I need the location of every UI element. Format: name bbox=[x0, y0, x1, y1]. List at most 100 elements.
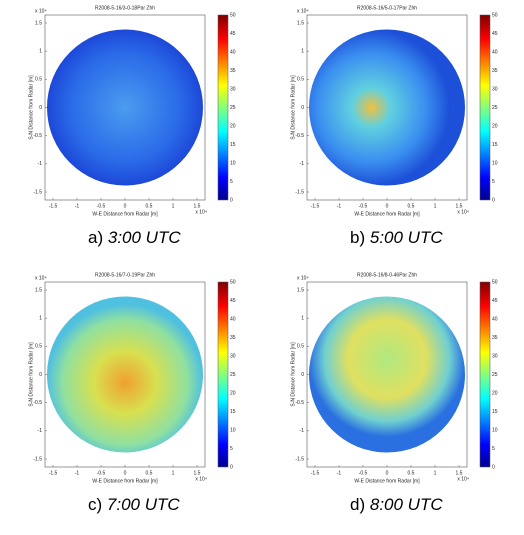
colorbar-tick-label: 10 bbox=[492, 160, 498, 166]
x-tick-label: -0.5 bbox=[97, 470, 106, 476]
x-axis-label: W-E Distance from Radar [m] bbox=[92, 211, 158, 217]
caption-letter: b) bbox=[350, 228, 365, 247]
radar-image bbox=[47, 29, 203, 186]
colorbar-tick-label: 15 bbox=[230, 409, 236, 415]
colorbar-tick-label: 35 bbox=[492, 335, 498, 341]
y-tick-label: 0.5 bbox=[35, 77, 42, 83]
caption-time: 8:00 UTC bbox=[370, 495, 443, 514]
panel-title: R2008-5-16/3-0-18Par Zhh bbox=[95, 5, 155, 11]
caption-letter: d) bbox=[350, 495, 365, 514]
y-tick-label: -1.5 bbox=[295, 456, 304, 462]
panel: R2008-5-16/8-0-46Par Zhh -1.5 -1 -0.5 0 0.5 1 1… bbox=[290, 272, 497, 514]
radar-image bbox=[309, 296, 465, 453]
radar-image bbox=[309, 29, 465, 186]
y-tick-label: -1 bbox=[300, 161, 305, 167]
y-tick-label: -1 bbox=[38, 428, 43, 434]
x-exponent: x 10⁴ bbox=[195, 209, 207, 215]
x-tick-label: 0 bbox=[386, 470, 389, 476]
y-tick-label: 1 bbox=[39, 48, 42, 54]
x-tick-label: 1.5 bbox=[194, 470, 201, 476]
panel-title: R2008-5-16/8-0-46Par Zhh bbox=[357, 272, 417, 278]
colorbar-tick-label: 40 bbox=[230, 49, 236, 55]
x-tick-label: -1 bbox=[337, 470, 342, 476]
colorbar bbox=[217, 14, 229, 201]
x-exponent: x 10⁴ bbox=[457, 209, 469, 215]
y-tick-label: -1 bbox=[38, 161, 43, 167]
x-tick-label: 0.5 bbox=[408, 203, 415, 209]
x-tick-label: -1.5 bbox=[49, 203, 58, 209]
x-tick-label: 1 bbox=[434, 203, 437, 209]
x-tick-label: 1.5 bbox=[456, 203, 463, 209]
colorbar-tick-label: 25 bbox=[230, 105, 236, 111]
colorbar-tick-label: 15 bbox=[492, 409, 498, 415]
colorbar-tick-label: 30 bbox=[230, 86, 236, 92]
y-axis-label: S-N Distance from Radar [m] bbox=[28, 342, 34, 407]
x-tick-label: 0 bbox=[124, 470, 127, 476]
colorbar bbox=[217, 281, 229, 468]
colorbar-tick-label: 5 bbox=[492, 446, 495, 452]
radar-image bbox=[47, 296, 203, 453]
x-tick-label: 1 bbox=[172, 470, 175, 476]
colorbar-tick-label: 40 bbox=[230, 316, 236, 322]
colorbar-tick-label: 15 bbox=[230, 142, 236, 148]
y-exponent: x 10⁴ bbox=[297, 275, 309, 281]
colorbar-tick-label: 35 bbox=[230, 68, 236, 74]
colorbar-tick-label: 5 bbox=[230, 446, 233, 452]
colorbar-tick-label: 0 bbox=[230, 464, 233, 470]
x-tick-label: -1.5 bbox=[49, 470, 58, 476]
colorbar-tick-label: 5 bbox=[492, 179, 495, 185]
colorbar-tick-label: 15 bbox=[492, 142, 498, 148]
colorbar-tick-label: 40 bbox=[492, 316, 498, 322]
y-tick-label: 0 bbox=[301, 105, 304, 111]
colorbar bbox=[479, 14, 491, 201]
colorbar-tick-label: 20 bbox=[492, 123, 498, 129]
x-tick-label: -1 bbox=[75, 203, 80, 209]
caption: a) 3:00 UTC bbox=[88, 228, 181, 247]
colorbar-tick-label: 20 bbox=[230, 123, 236, 129]
colorbar-tick-label: 45 bbox=[492, 298, 498, 304]
y-tick-label: 1 bbox=[301, 315, 304, 321]
colorbar-tick-label: 25 bbox=[492, 105, 498, 111]
colorbar-tick-label: 0 bbox=[230, 197, 233, 203]
colorbar-tick-label: 5 bbox=[230, 179, 233, 185]
y-tick-label: 1.5 bbox=[35, 287, 42, 293]
y-exponent: x 10⁴ bbox=[297, 8, 309, 14]
colorbar-tick-label: 10 bbox=[230, 160, 236, 166]
colorbar-tick-label: 50 bbox=[230, 279, 236, 285]
panel-title: R2008-5-16/5-0-17Par Zhh bbox=[357, 5, 417, 11]
y-tick-label: 1 bbox=[301, 48, 304, 54]
y-tick-label: -1.5 bbox=[33, 456, 42, 462]
x-tick-label: -0.5 bbox=[359, 203, 368, 209]
caption-time: 5:00 UTC bbox=[370, 228, 443, 247]
x-tick-label: -0.5 bbox=[97, 203, 106, 209]
x-tick-label: 0.5 bbox=[146, 470, 153, 476]
panels: R2008-5-16/3-0-18Par Zhh -1.5 -1 -0.5 0 0.5 1 1… bbox=[28, 5, 497, 514]
caption: c) 7:00 UTC bbox=[88, 495, 180, 514]
x-tick-label: -1.5 bbox=[311, 203, 320, 209]
y-tick-label: 0 bbox=[39, 372, 42, 378]
panel: R2008-5-16/7-0-19Par Zhh -1.5 -1 -0.5 0 0.5 1 1… bbox=[28, 272, 235, 514]
caption-time: 3:00 UTC bbox=[108, 228, 181, 247]
colorbar-tick-label: 10 bbox=[492, 427, 498, 433]
y-axis-label: S-N Distance from Radar [m] bbox=[28, 75, 34, 140]
y-tick-label: -0.5 bbox=[33, 133, 42, 139]
x-tick-label: 0 bbox=[386, 203, 389, 209]
caption-time: 7:00 UTC bbox=[107, 495, 180, 514]
y-axis-label: S-N Distance from Radar [m] bbox=[290, 75, 296, 140]
colorbar-tick-label: 30 bbox=[492, 86, 498, 92]
panel: R2008-5-16/5-0-17Par Zhh -1.5 -1 -0.5 0 0.5 1 1… bbox=[290, 5, 497, 247]
colorbar-tick-label: 30 bbox=[492, 353, 498, 359]
x-tick-label: 0.5 bbox=[146, 203, 153, 209]
colorbar-tick-label: 50 bbox=[492, 279, 498, 285]
x-tick-label: -1 bbox=[75, 470, 80, 476]
x-tick-label: 1 bbox=[434, 470, 437, 476]
x-exponent: x 10⁴ bbox=[195, 476, 207, 482]
y-tick-label: 1 bbox=[39, 315, 42, 321]
x-tick-label: 1.5 bbox=[456, 470, 463, 476]
caption: d) 8:00 UTC bbox=[350, 495, 443, 514]
x-tick-label: -1 bbox=[337, 203, 342, 209]
colorbar-tick-label: 50 bbox=[230, 12, 236, 18]
y-tick-label: -1.5 bbox=[33, 189, 42, 195]
y-exponent: x 10⁴ bbox=[35, 8, 47, 14]
x-exponent: x 10⁴ bbox=[457, 476, 469, 482]
